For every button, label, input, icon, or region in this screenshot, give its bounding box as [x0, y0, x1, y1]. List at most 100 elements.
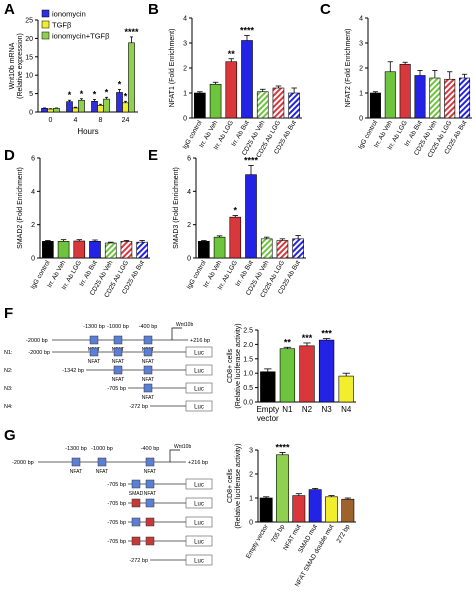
- binding-site-box: [89, 347, 99, 357]
- significance-label: ****: [244, 156, 259, 166]
- significance-label: *: [118, 80, 122, 90]
- x-tick-label: Empty: [256, 405, 279, 414]
- binding-site-box: [97, 457, 107, 467]
- significance-label: ****: [124, 27, 139, 37]
- binding-site-box: [113, 347, 123, 357]
- construct-left-label: -272 bp: [129, 404, 148, 410]
- y-tick-label: 2: [249, 472, 253, 479]
- bar-irr--ab-but: [245, 174, 257, 259]
- luciferase-label: Luc: [194, 387, 204, 393]
- y-tick-label: 0: [31, 256, 35, 263]
- luciferase-box: [185, 535, 213, 547]
- binding-site-label: NFAT: [142, 359, 154, 365]
- bar-irr--ab-lgg: [225, 61, 238, 119]
- bar-ionomycin: [66, 101, 73, 113]
- panel-letter-C: C: [320, 1, 331, 18]
- y-tick-label: 10: [25, 73, 33, 80]
- bar-cd25-ab-lgg: [120, 241, 133, 259]
- y-tick-label: 1.0: [243, 371, 253, 378]
- binding-site-label: NFAT: [88, 359, 100, 365]
- bar-cd25-ab-lgg: [444, 78, 456, 119]
- bar-ionomycin: [41, 108, 48, 113]
- bar-cd25-ab-but: [292, 238, 304, 259]
- y-axis-label-line: Wnt10b mRNA: [9, 42, 16, 89]
- bar-nfat-smad-double-mut: [325, 496, 338, 523]
- bar-empty-vector: [260, 371, 276, 403]
- binding-site-label: NFAT: [142, 377, 154, 383]
- y-axis-label: CD8+ cells(Relative luciferase activity): [227, 323, 242, 408]
- bar-cd25-ab-veh: [260, 238, 273, 259]
- y-tick-label: 1.5: [243, 356, 253, 363]
- chart-luciferase-mutants: 0 1 2 3 CD8+ cells(Relative luciferase activ…: [227, 442, 356, 588]
- y-tick-label: 1: [249, 496, 253, 503]
- panel-letter-A: A: [4, 1, 15, 18]
- luciferase-box: [185, 478, 213, 490]
- significance-label: ****: [240, 26, 255, 36]
- bar-cd25-ab-lgg: [276, 240, 289, 259]
- bar-cd25-ab-but: [459, 77, 471, 119]
- y-axis-label: SMAD2 (Fold Enrichment): [17, 167, 24, 249]
- bar-ionomycin: [91, 101, 98, 113]
- site-position-label: -400 bp: [139, 324, 158, 330]
- locus-left-label: -2000 bp: [12, 460, 34, 466]
- significance-label: **: [228, 49, 236, 59]
- luciferase-box: [185, 497, 213, 509]
- bar-n2: [299, 345, 315, 403]
- luciferase-box: [185, 554, 213, 566]
- construct-left-label: -705 bp: [107, 482, 126, 488]
- binding-site-box: [145, 498, 155, 508]
- y-tick-label: 2.5: [243, 328, 253, 335]
- legend-label: TGFβ: [52, 21, 72, 30]
- significance-label: *: [68, 90, 72, 100]
- binding-site-box: [131, 517, 141, 527]
- binding-site-label: NFAT: [144, 469, 156, 475]
- y-tick-label: 0: [183, 116, 187, 123]
- bar-cd25-ab-lgg: [272, 87, 285, 119]
- significance-label: **: [284, 337, 292, 347]
- bar-irr--ab-veh: [384, 71, 396, 119]
- y-tick-label: 20: [25, 36, 33, 43]
- gene-label: Wnt10b: [176, 322, 193, 328]
- bar-igg-control: [42, 241, 54, 259]
- significance-label: *: [124, 91, 128, 101]
- chart-wnt10b-expression: 0 5 10 15 20 25 Wnt10b mRNA(Relative expressio…: [9, 10, 139, 137]
- locus-right-label: +216 bp: [188, 460, 208, 466]
- binding-site-box: [71, 457, 81, 467]
- bar-cd25-ab-veh: [256, 91, 269, 119]
- legend-label: ionomycin: [52, 10, 86, 19]
- binding-site-box: [143, 365, 153, 375]
- binding-site-box: [131, 479, 141, 489]
- y-tick-label: 0.0: [243, 400, 253, 407]
- bar-tgf: [47, 108, 54, 113]
- bar-cd25-ab-veh: [429, 77, 441, 119]
- significance-label: ***: [302, 333, 313, 343]
- construct-left-label: -705 bp: [107, 501, 126, 507]
- y-tick-label: 2: [359, 66, 363, 73]
- binding-site-box: [89, 335, 99, 345]
- binding-site-label: NFAT: [70, 469, 82, 475]
- y-tick-label: 5: [29, 91, 33, 98]
- bar-cd25-ab-but: [136, 241, 148, 259]
- bar-empty-vector: [259, 497, 273, 523]
- significance-label: *: [80, 89, 84, 99]
- y-tick-label: 0: [29, 110, 33, 117]
- construct-left-label: -1342 bp: [62, 368, 84, 374]
- site-position-label: -400 bp: [141, 446, 160, 452]
- panel-letter-G: G: [4, 427, 16, 444]
- construct-name: N4:: [4, 404, 13, 410]
- luciferase-label: Luc: [194, 502, 204, 508]
- bar-n1: [279, 348, 296, 403]
- y-axis-label-line: CD8+ cells: [227, 468, 234, 503]
- binding-site-label: NFAT: [96, 469, 108, 475]
- y-tick-label: 4: [183, 16, 187, 23]
- binding-site-label: NFAT: [112, 377, 124, 383]
- x-tick-label: 8: [99, 117, 103, 124]
- significance-label: *: [93, 89, 97, 99]
